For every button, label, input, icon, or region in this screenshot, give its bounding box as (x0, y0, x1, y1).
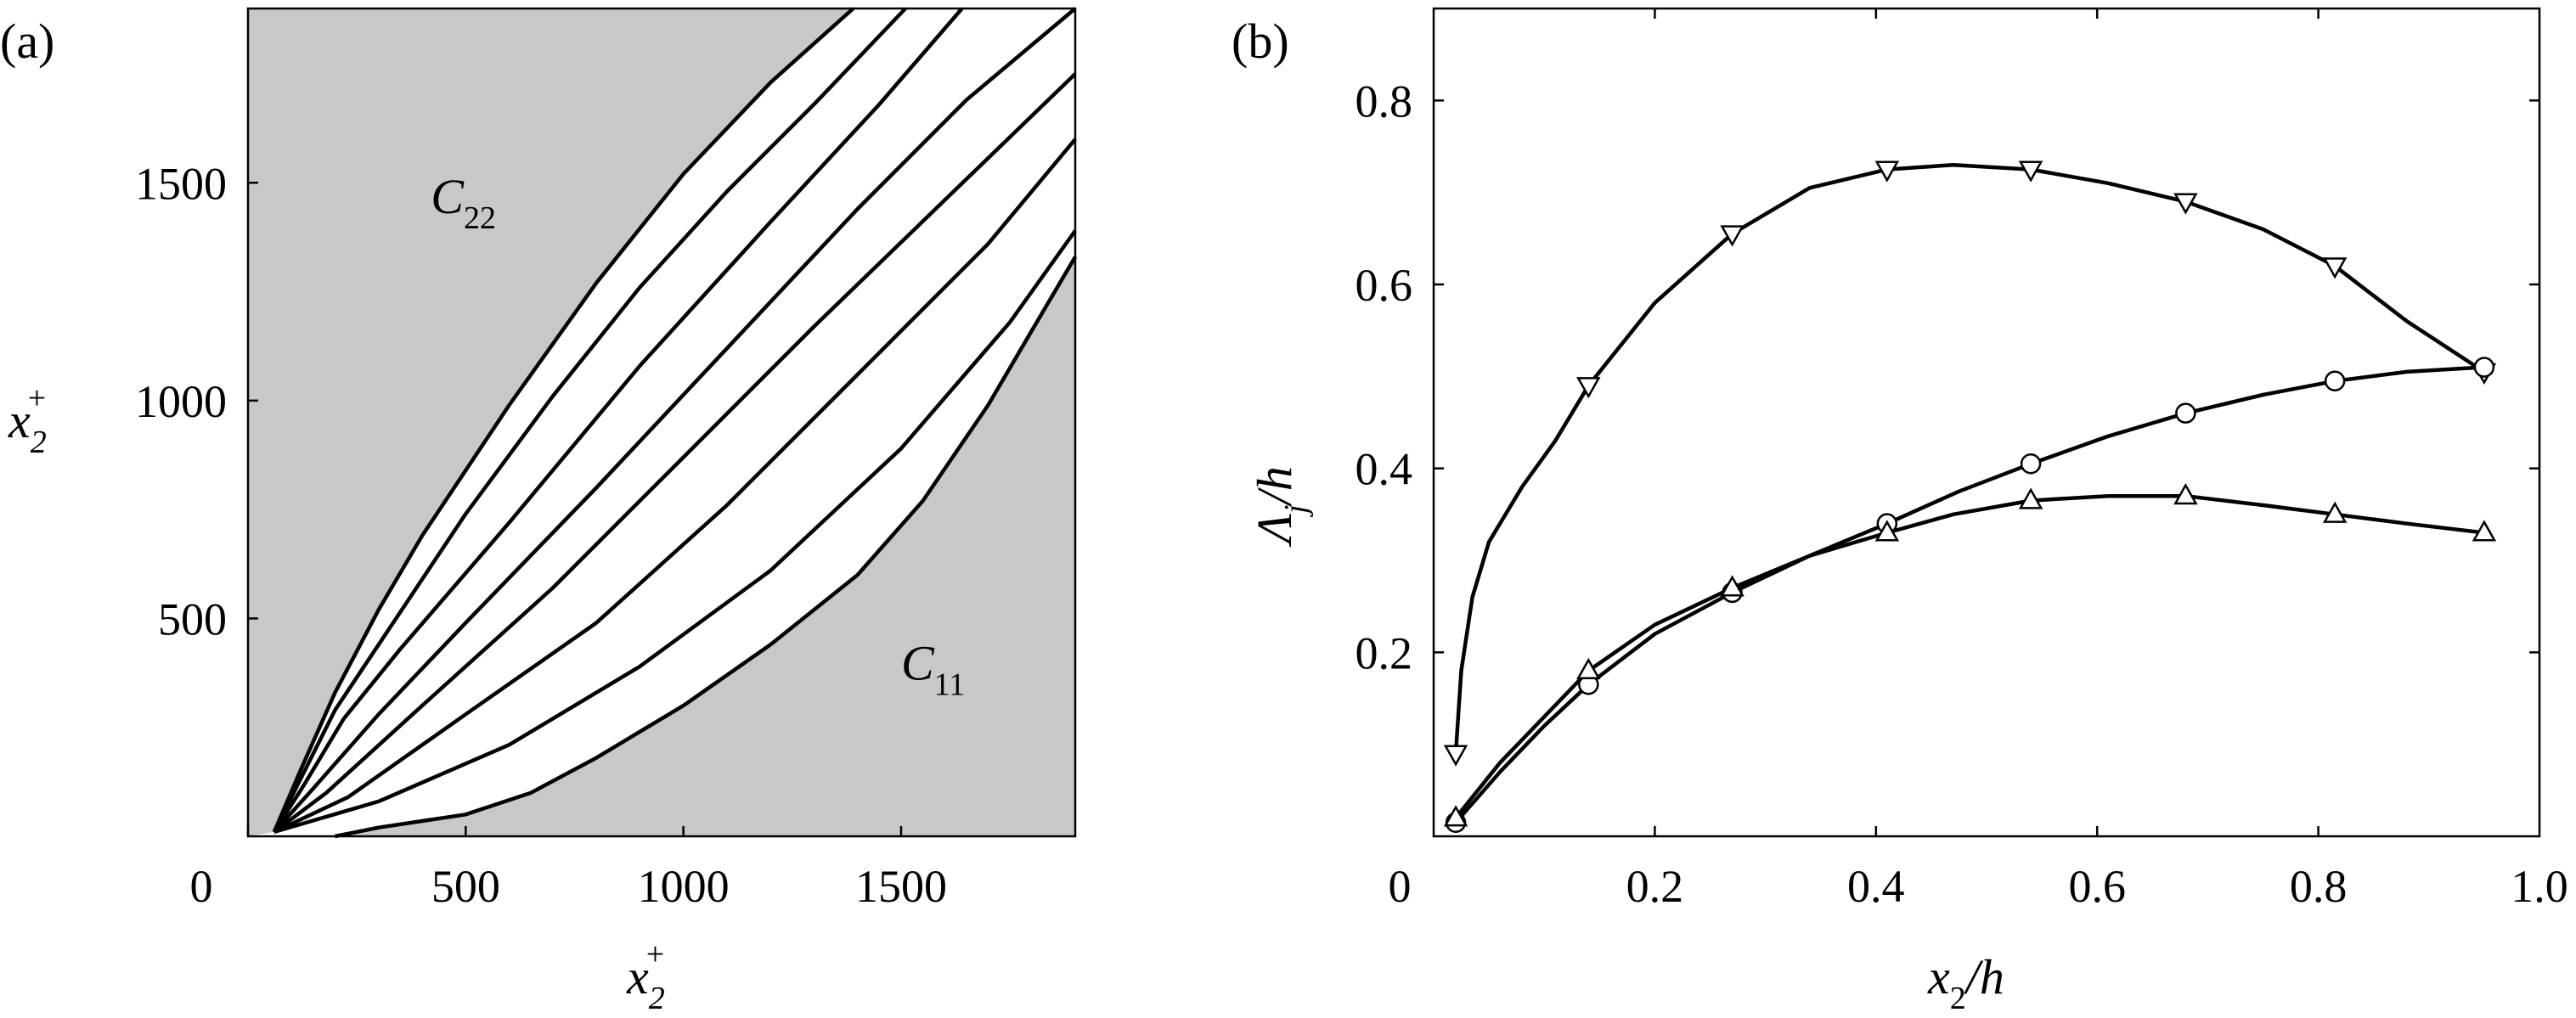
panel-a-axes: 0 500 1000 1500 500 1000 1500 (135, 7, 1077, 912)
x-tick-label: 1000 (638, 861, 730, 912)
contour-line-boundary-upper (272, 7, 855, 833)
data-point-circle (2020, 453, 2042, 475)
x-tick-label: 0.8 (2290, 861, 2348, 912)
region-c11-shade (335, 256, 1075, 836)
data-point-up-triangle (1576, 657, 1601, 680)
panel-a-frame (246, 7, 1077, 838)
contour-line-contour-6 (273, 138, 1077, 834)
data-point-down-triangle (2173, 193, 2198, 215)
data-point-down-triangle (2018, 160, 2043, 183)
x-tick-label: 0 (1389, 861, 1412, 912)
data-point-up-triangle (1443, 805, 1468, 827)
panel-b-frame (1432, 7, 2541, 838)
panel-a-ylabel: x2+ (8, 380, 47, 460)
series-down-triangle (1443, 160, 2497, 767)
y-tick-label: 1000 (135, 376, 227, 427)
x-tick-label: 1500 (855, 861, 947, 912)
panel-b-integral-length: (b) 0 0.2 0.4 0.6 0.8 1.0 0.2 0.4 0.6 0.8 x2/h Λj… (1232, 7, 2568, 1016)
panel-a-correlation-contours: (a) C22 C11 0 500 1000 1500 500 1000 1500 x2+ x… (0, 7, 1077, 1016)
panel-a-plot-area: C22 C11 (248, 7, 1077, 839)
panel-a-xlabel: x2+ (626, 936, 665, 1016)
data-point-up-triangle (2018, 487, 2043, 509)
contour-line-boundary-lower (335, 256, 1077, 839)
y-tick-label: 1500 (135, 158, 227, 209)
panel-b-ylabel: Λj/h (1247, 466, 1314, 548)
data-point-down-triangle (2322, 257, 2348, 279)
x-tick-label: 0.6 (2068, 861, 2126, 912)
data-point-up-triangle (2472, 520, 2497, 542)
y-tick-label: 0.6 (1356, 260, 1413, 311)
data-point-down-triangle (1576, 377, 1601, 399)
contour-line-contour-4 (273, 7, 1077, 834)
y-tick-label: 0.8 (1356, 76, 1413, 127)
x-tick-label: 0 (190, 861, 213, 912)
region-label-C22: C22 (431, 169, 496, 236)
series-up-triangle (1443, 482, 2497, 827)
data-point-up-triangle (2173, 482, 2198, 505)
panel-a-label: (a) (0, 14, 54, 69)
x-tick-label: 0.4 (1847, 861, 1905, 912)
panel-b-axes: 0 0.2 0.4 0.6 0.8 1.0 0.2 0.4 0.6 0.8 (1356, 7, 2568, 912)
data-point-circle (2175, 402, 2196, 424)
data-point-up-triangle (2322, 501, 2348, 523)
contour-line-contour-3 (272, 7, 964, 834)
y-tick-label: 500 (158, 593, 227, 644)
panel-b-xlabel: x2/h (1927, 949, 2004, 1016)
data-point-down-triangle (1720, 225, 1745, 247)
data-point-up-triangle (1720, 575, 1745, 597)
series-line-up-triangle (1454, 493, 2485, 819)
y-tick-label: 0.2 (1356, 627, 1413, 678)
panel-b-label: (b) (1232, 14, 1289, 69)
data-point-down-triangle (1874, 160, 1900, 183)
region-label-C11: C11 (901, 635, 965, 702)
contour-line-contour-2 (272, 7, 907, 833)
region-c22-shade (248, 8, 854, 836)
data-point-circle (2473, 357, 2495, 378)
series-line-down-triangle (1453, 162, 2486, 754)
contour-line-contour-5 (273, 72, 1077, 834)
x-tick-label: 500 (431, 861, 500, 912)
y-tick-label: 0.4 (1356, 444, 1413, 495)
x-tick-label: 0.2 (1626, 861, 1684, 912)
series-line-circle (1454, 365, 2485, 824)
panel-b-plot-area (1443, 160, 2497, 833)
data-point-circle (2324, 370, 2346, 391)
data-point-down-triangle (1443, 745, 1468, 767)
x-tick-label: 1.0 (2511, 861, 2568, 912)
series-circle (1445, 357, 2495, 833)
data-point-up-triangle (1874, 520, 1900, 542)
contour-line-contour-7 (273, 229, 1077, 835)
